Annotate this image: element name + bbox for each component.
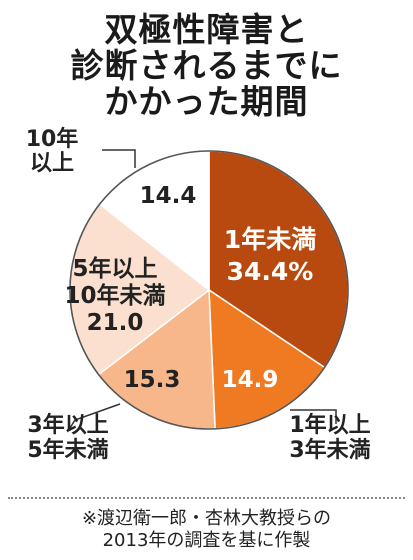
slice-label: 5年未満 xyxy=(27,437,108,463)
source-line-1: ※渡辺衛一郎・杏林大教授らの xyxy=(81,508,332,529)
pie-outline xyxy=(69,150,349,430)
slice-label: 1年未満 xyxy=(224,225,316,254)
leader-line xyxy=(69,403,121,429)
slice-label: 10年未満 xyxy=(64,282,165,309)
slice-label: 3年以上 xyxy=(27,412,108,438)
slice-label: 5年以上 xyxy=(72,255,157,282)
slice-value: 14.4 xyxy=(140,183,197,209)
slice-label: 10年 xyxy=(26,126,79,152)
slice-label: 以上 xyxy=(30,151,74,176)
title-line-1: 双極性障害と xyxy=(104,10,309,49)
chart-title: 双極性障害と 診断されるまでに かかった期間 xyxy=(0,12,413,120)
slice-value: 21.0 xyxy=(87,310,144,336)
title-line-3: かかった期間 xyxy=(104,82,309,121)
slice-value: 14.9 xyxy=(222,367,279,393)
slice-label: 1年以上 xyxy=(289,412,370,438)
source-line-2: 2013年の調査を基に作製 xyxy=(102,530,311,551)
slice-value: 15.3 xyxy=(124,367,181,393)
leader-line xyxy=(102,149,136,168)
divider xyxy=(8,497,405,499)
slice-label: 3年未満 xyxy=(289,437,370,463)
leader-line xyxy=(290,409,337,424)
source-note: ※渡辺衛一郎・杏林大教授らの 2013年の調査を基に作製 xyxy=(0,508,413,552)
slice-value: 34.4% xyxy=(227,257,314,286)
title-line-2: 診断されるまでに xyxy=(70,46,343,85)
